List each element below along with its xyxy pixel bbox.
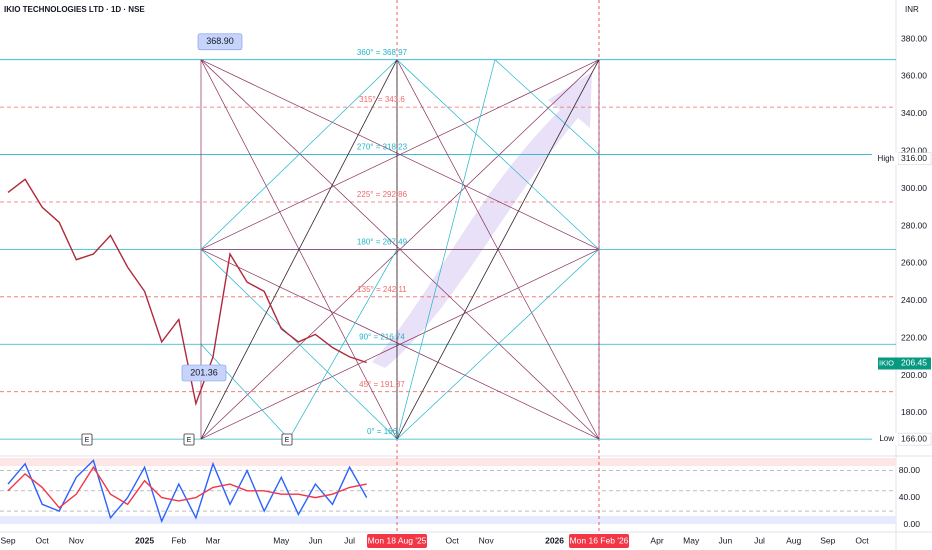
gann-diamond (288, 249, 398, 440)
event-marker (183, 433, 195, 446)
gann-level-label: 90° = 216.74 (359, 332, 405, 341)
event-label: E (85, 437, 90, 444)
date-marker-badge (367, 534, 427, 548)
x-tick-label: 2025 (135, 535, 154, 545)
x-tick-label: Mar (206, 535, 221, 545)
gann-diamond (494, 59, 600, 155)
y-tick-label: 280.00 (901, 220, 927, 230)
event-marker (281, 433, 293, 446)
gann-level-label: 135° = 242.11 (357, 285, 407, 294)
gann-fan (200, 249, 600, 440)
x-tick-label: Oct (445, 535, 459, 545)
gann-diagonal (200, 59, 398, 440)
annotation-box (181, 364, 227, 382)
date-marker-badge (569, 534, 629, 548)
gann-diamond (200, 249, 398, 440)
price-badge-value: 316.00 (901, 153, 927, 163)
event-label: E (285, 437, 290, 444)
gann-diamond (396, 59, 600, 250)
currency-label: INR (905, 5, 919, 14)
oversold-zone (0, 516, 896, 524)
gann-level-label: 0° = 166 (367, 427, 398, 436)
price-badge-name: Low (879, 434, 894, 443)
annotation-box (197, 33, 243, 51)
y-tick-label: 0.00 (903, 519, 920, 529)
event-label: E (187, 437, 192, 444)
y-tick-label: 320.00 (901, 145, 927, 155)
gann-level-label: 270° = 318.23 (357, 143, 408, 152)
y-tick-label: 360.00 (901, 71, 927, 81)
gann-level-label: 225° = 292.86 (357, 190, 408, 199)
annotation-label: 201.36 (190, 367, 218, 377)
event-marker (81, 433, 93, 446)
y-tick-label: 180.00 (901, 407, 927, 417)
gann-level-label: 360° = 368.97 (357, 48, 408, 57)
overbought-zone (0, 458, 896, 466)
price-badge-name: High (878, 154, 894, 163)
gann-diamond (200, 344, 290, 440)
price-badge-value: 206.45 (901, 358, 927, 368)
x-tick-label: Feb (171, 535, 186, 545)
x-tick-label: Nov (479, 535, 495, 545)
gann-diamond (396, 59, 496, 440)
x-tick-label: 2026 (545, 535, 564, 545)
annotation-label: 368.90 (206, 36, 234, 46)
x-tick-label: Aug (786, 535, 801, 545)
x-tick-label: Sep (820, 535, 835, 545)
price-line (7, 178, 367, 407)
y-tick-label: 240.00 (901, 295, 927, 305)
gann-level-label: 180° = 267.49 (357, 237, 408, 246)
gann-fan (200, 59, 600, 250)
y-tick-label: 200.00 (901, 370, 927, 380)
x-tick-label: Sep (0, 535, 15, 545)
x-tick-label: May (683, 535, 700, 545)
y-tick-label: 340.00 (901, 108, 927, 118)
gann-level-label: 315° = 343.6 (359, 95, 405, 104)
date-marker-label: Mon 16 Feb '26 (570, 535, 629, 545)
gann-diamond (200, 59, 398, 250)
x-tick-label: Nov (69, 535, 85, 545)
price-badge (898, 357, 931, 370)
y-tick-label: 220.00 (901, 332, 927, 342)
y-tick-label: 300.00 (901, 183, 927, 193)
gann-level-label: 45° = 191.37 (359, 380, 405, 389)
gann-diamond (396, 249, 600, 440)
stochastic-line (7, 465, 367, 509)
x-tick-label: Oct (855, 535, 869, 545)
x-tick-label: Oct (36, 535, 50, 545)
y-tick-label: 380.00 (901, 33, 927, 43)
x-tick-label: Apr (650, 535, 663, 545)
x-tick-label: May (273, 535, 290, 545)
price-badge-name-box (872, 152, 898, 165)
chart-title: IKIO TECHNOLOGIES LTD · 1D · NSE (4, 5, 145, 14)
gann-diagonal (396, 59, 600, 440)
y-tick-label: 40.00 (899, 492, 921, 502)
stochastic-line (7, 459, 368, 524)
x-tick-label: Jun (719, 535, 733, 545)
price-badge-name-box (878, 357, 898, 370)
x-tick-label: Jul (754, 535, 765, 545)
y-tick-label: 260.00 (901, 258, 927, 268)
x-tick-label: Jun (309, 535, 323, 545)
price-badge-value: 166.00 (901, 433, 927, 443)
x-tick-label: Jul (344, 535, 355, 545)
date-marker-label: Mon 18 Aug '25 (368, 535, 427, 545)
y-tick-label: 80.00 (899, 465, 921, 475)
price-badge-name: IKIO (879, 358, 894, 367)
price-badge-name-box (872, 433, 898, 446)
